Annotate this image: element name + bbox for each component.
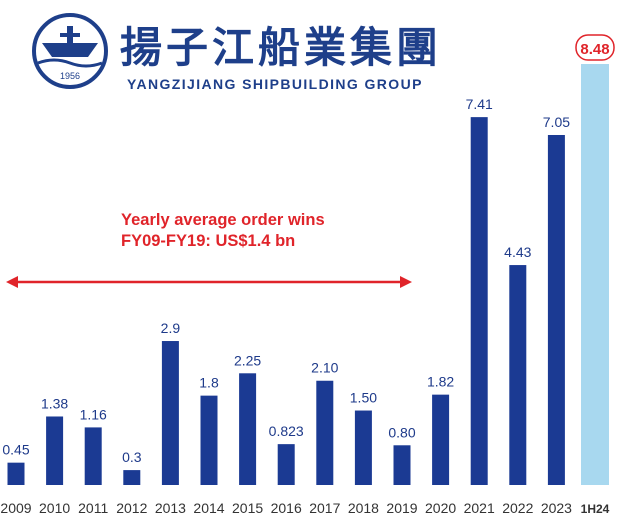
x-tick-2022: 2022 [502,500,533,516]
value-label-2016: 0.823 [269,423,304,439]
bar-2021 [470,117,488,485]
bar-2010 [46,416,64,485]
x-tick-2018: 2018 [348,500,379,516]
x-tick-2019: 2019 [386,500,417,516]
bar-2012 [123,470,141,485]
value-label-2023: 7.05 [543,114,570,130]
bar-2020 [432,394,450,485]
value-label-2012: 0.3 [122,449,142,465]
annotation-line-2: FY09-FY19: US$1.4 bn [121,232,296,250]
logo-year: 1956 [60,71,80,81]
bar-2011 [84,427,102,485]
annotation-line-1: Yearly average order wins [121,211,325,229]
company-name-english: YANGZIJIANG SHIPBUILDING GROUP [127,76,423,92]
company-logo-emblem-icon: 1956 [32,13,108,89]
bar-2019 [393,445,411,485]
x-tick-2023: 2023 [541,500,572,516]
value-label-2020: 1.82 [427,374,454,390]
average-order-annotation: Yearly average order wins FY09-FY19: US$… [121,210,325,252]
x-tick-2012: 2012 [116,500,147,516]
x-tick-2014: 2014 [193,500,224,516]
value-label-2010: 1.38 [41,395,68,411]
value-label-2018: 1.50 [350,390,377,406]
bar-1h24 [581,64,609,485]
value-label-2013: 2.9 [161,320,181,336]
value-label-1h24: 8.48 [580,41,609,58]
bar-2016 [277,444,295,485]
x-tick-2010: 2010 [39,500,70,516]
value-label-2015: 2.25 [234,352,261,368]
bar-2018 [354,410,372,485]
company-name-chinese: 揚子江船業集團 [120,23,443,72]
value-label-2021: 7.41 [466,96,493,112]
value-label-2014: 1.8 [199,375,219,391]
value-label-2011: 1.16 [80,406,107,422]
x-tick-2020: 2020 [425,500,456,516]
x-tick-2013: 2013 [155,500,186,516]
x-tick-2021: 2021 [464,500,495,516]
x-tick-2016: 2016 [271,500,302,516]
x-tick-2015: 2015 [232,500,263,516]
x-tick-2009: 2009 [0,500,31,516]
value-label-2017: 2.10 [311,360,338,376]
arrow-head-left-icon [6,276,18,288]
bar-2015 [239,373,257,485]
x-tick-1h24: 1H24 [581,502,610,516]
bar-2014 [200,395,218,485]
bar-2013 [161,341,179,485]
bar-2022 [509,265,527,485]
value-label-2019: 0.80 [388,424,415,440]
x-tick-2011: 2011 [78,500,108,516]
bar-2023 [547,134,565,485]
arrow-head-right-icon [400,276,412,288]
bar-2009 [7,462,25,485]
value-label-2022: 4.43 [504,244,531,260]
value-label-2009: 0.45 [2,442,29,458]
x-tick-2017: 2017 [309,500,340,516]
bar-2017 [316,380,334,485]
highlight-label-badge [575,34,615,61]
